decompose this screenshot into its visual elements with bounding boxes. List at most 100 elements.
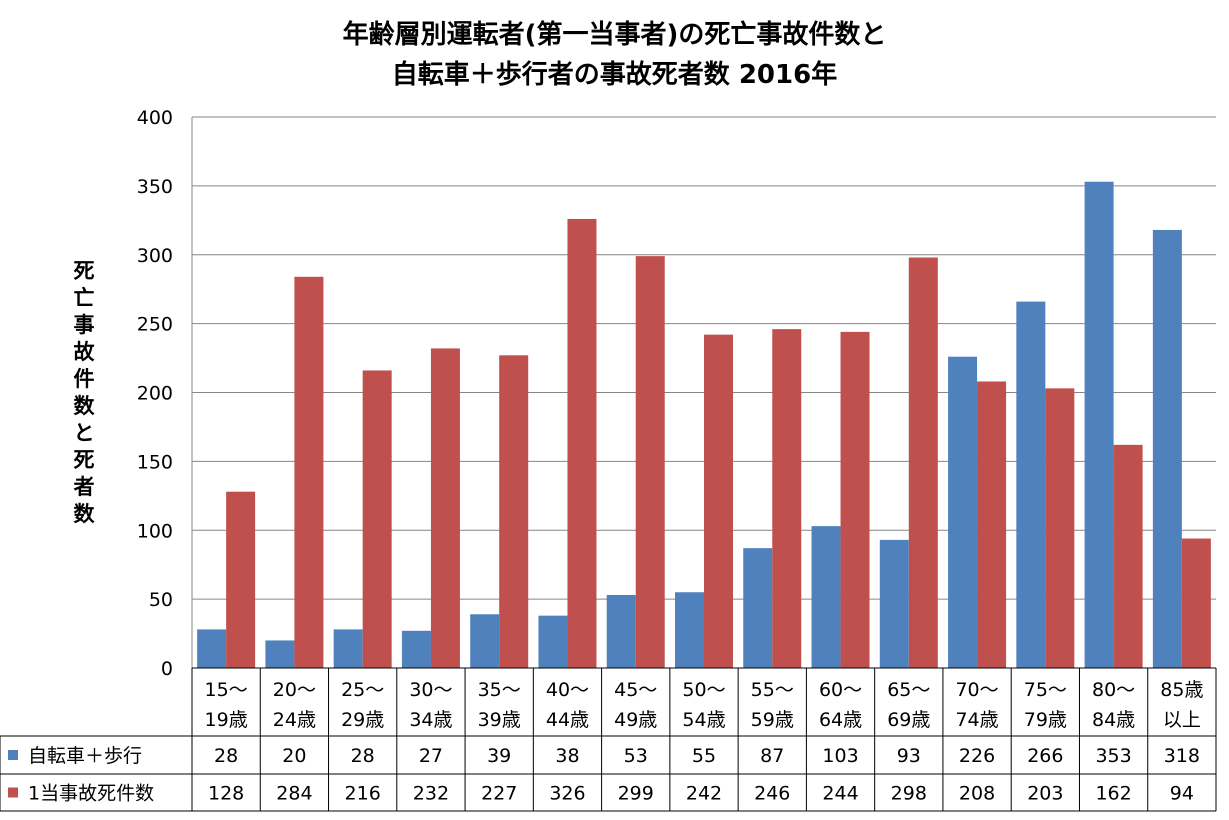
bar-series-2 [430, 348, 460, 668]
bar-series-2 [704, 334, 733, 668]
data-table-value: 326 [549, 783, 585, 805]
legend-label: 自転車＋歩行 [28, 745, 142, 767]
bar-series-1 [879, 539, 909, 668]
x-category-label: 59歳 [751, 709, 794, 731]
data-table-value: 38 [555, 745, 579, 767]
x-category-label: 29歳 [341, 709, 384, 731]
data-table-value: 284 [276, 783, 312, 805]
legend-swatch [8, 787, 18, 798]
data-table-value: 216 [345, 783, 381, 805]
bar-series-2 [567, 218, 597, 668]
data-table-value: 298 [891, 783, 927, 805]
bar-series-2 [1113, 444, 1143, 668]
data-table-value: 226 [959, 745, 995, 767]
x-category-label: 34歳 [409, 709, 452, 731]
bar-series-2 [772, 329, 802, 668]
data-table-value: 353 [1095, 745, 1131, 767]
data-table-value: 203 [1027, 783, 1063, 805]
bar-series-2 [294, 276, 324, 668]
bar-series-2 [1181, 538, 1211, 668]
data-table-value: 39 [487, 745, 511, 767]
data-table-value: 208 [959, 783, 995, 805]
chart-title-line-1: 年齢層別運転者(第一当事者)の死亡事故件数と [342, 20, 887, 50]
x-category-label: 25～ [341, 679, 384, 701]
data-table-value: 103 [822, 745, 858, 767]
x-category-label: 15～ [205, 679, 248, 701]
data-table-value: 318 [1164, 745, 1200, 767]
legend-label: 1当事故死件数 [28, 783, 154, 805]
x-category-label: 79歳 [1024, 709, 1067, 731]
data-table-value: 20 [282, 745, 306, 767]
y-tick-label: 400 [137, 107, 173, 129]
data-table-value: 227 [481, 783, 517, 805]
x-category-label: 64歳 [819, 709, 862, 731]
bar-series-2 [977, 381, 1007, 668]
data-table-value: 128 [208, 783, 244, 805]
legend-swatch [8, 750, 18, 760]
x-category-label: 75～ [1024, 679, 1067, 701]
x-category-label: 69歳 [887, 709, 930, 731]
x-category-label: 39歳 [478, 709, 521, 731]
y-tick-label: 150 [137, 451, 173, 473]
bar-series-1 [948, 356, 978, 668]
x-category-label: 以上 [1163, 709, 1201, 731]
data-table-value: 232 [413, 783, 449, 805]
data-table-value: 55 [692, 745, 716, 767]
x-category-label: 50～ [682, 679, 725, 701]
x-category-label: 85歳 [1160, 679, 1203, 701]
bar-series-1 [197, 629, 227, 668]
x-category-label: 74歳 [955, 709, 998, 731]
bar-series-1 [401, 630, 431, 668]
data-table-value: 87 [760, 745, 784, 767]
data-table-value: 28 [214, 745, 238, 767]
x-category-label: 60～ [819, 679, 862, 701]
x-category-label: 70～ [955, 679, 998, 701]
x-category-label: 40～ [546, 679, 589, 701]
data-table-value: 242 [686, 783, 722, 805]
data-table-value: 94 [1170, 783, 1194, 805]
bar-series-1 [743, 548, 773, 668]
x-category-label: 24歳 [273, 709, 316, 731]
x-category-label: 30～ [409, 679, 452, 701]
data-table-value: 162 [1095, 783, 1131, 805]
x-category-label: 84歳 [1092, 709, 1135, 731]
chart-title-line-2: 自転車＋歩行者の事故死者数 2016年 [391, 60, 838, 90]
bar-series-1 [470, 614, 500, 668]
y-tick-label: 0 [161, 658, 173, 680]
data-table-value: 266 [1027, 745, 1063, 767]
y-tick-label: 50 [149, 589, 173, 611]
x-category-label: 45～ [614, 679, 657, 701]
bar-series-2 [1045, 388, 1075, 668]
bar-series-2 [840, 331, 870, 668]
x-category-label: 44歳 [546, 709, 589, 731]
data-table-value: 28 [351, 745, 375, 767]
bar-series-1 [1084, 181, 1114, 668]
y-tick-label: 250 [137, 314, 173, 336]
bar-series-2 [499, 355, 529, 668]
bar-series-1 [333, 629, 363, 668]
x-category-label: 54歳 [682, 709, 725, 731]
data-table-value: 246 [754, 783, 790, 805]
x-category-label: 80～ [1092, 679, 1135, 701]
bar-series-2 [635, 256, 665, 668]
x-category-label: 49歳 [614, 709, 657, 731]
bar-series-1 [811, 526, 841, 668]
x-category-label: 20～ [273, 679, 316, 701]
data-table-value: 244 [822, 783, 858, 805]
x-category-label: 35～ [478, 679, 521, 701]
bar-series-1 [675, 592, 704, 668]
bar-series-1 [265, 640, 295, 668]
y-tick-label: 200 [137, 383, 173, 405]
bar-series-1 [606, 594, 636, 668]
x-category-label: 55～ [751, 679, 794, 701]
bar-series-2 [908, 257, 938, 668]
x-category-label: 19歳 [205, 709, 248, 731]
x-category-label: 65～ [887, 679, 930, 701]
y-axis-label: 死亡事故件数と死者数 [73, 259, 95, 526]
y-tick-label: 100 [137, 520, 173, 542]
data-table-value: 93 [897, 745, 921, 767]
data-table-value: 53 [624, 745, 648, 767]
data-table-value: 299 [618, 783, 654, 805]
bar-series-2 [226, 491, 256, 668]
